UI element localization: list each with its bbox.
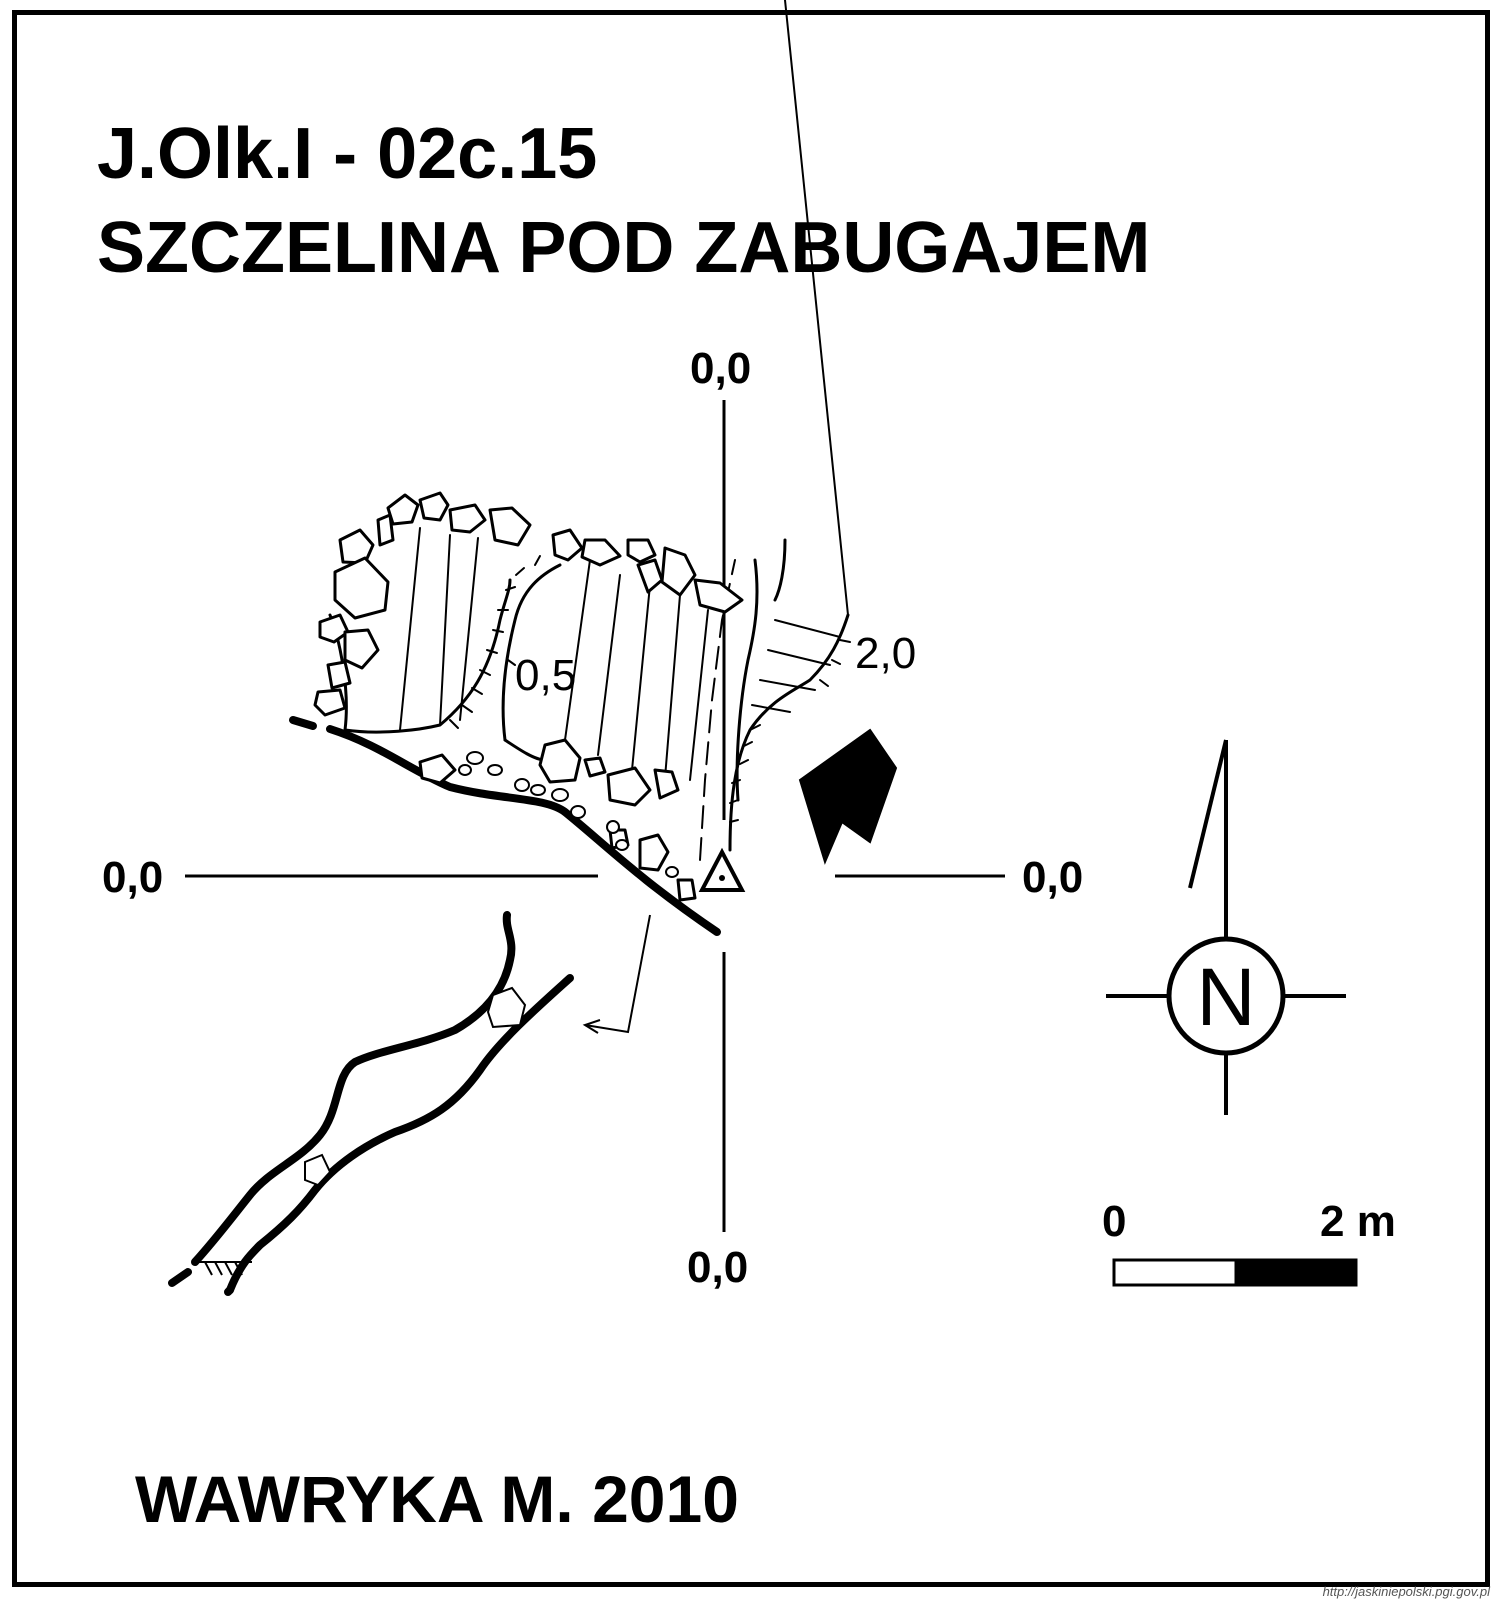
- scale-label-start: 0: [1102, 1197, 1126, 1246]
- entrance-arrow: [798, 728, 898, 865]
- axis-label-right: 0,0: [1022, 853, 1083, 902]
- compass-north-letter: N: [1196, 952, 1255, 1043]
- north-arrow: N: [1106, 739, 1346, 1115]
- axis-label-bottom: 0,0: [687, 1243, 748, 1292]
- entrance-marker: [698, 847, 746, 892]
- depth-label-2-0: 2,0: [855, 629, 916, 678]
- scale-label-end: 2 m: [1320, 1197, 1396, 1246]
- scale-bar-black-segment: [1234, 1258, 1358, 1287]
- map-frame: [12, 10, 1490, 1587]
- axis-label-top: 0,0: [690, 344, 751, 393]
- cave-plan-upper: [289, 0, 851, 936]
- cave-plan-lower: [168, 911, 574, 1296]
- compass-circle: [1166, 936, 1286, 1056]
- reference-axes: [185, 400, 1005, 1232]
- scale-bar: 0 2 m: [1102, 1197, 1396, 1287]
- cave-code: J.Olk.I - 02c.15: [97, 114, 597, 194]
- author-credit: WAWRYKA M. 2010: [135, 1462, 739, 1536]
- section-connector-arrow: [582, 914, 651, 1034]
- source-url: http://jaskiniepolski.pgi.gov.pl: [1323, 1584, 1492, 1599]
- scale-bar-white-segment: [1112, 1258, 1238, 1287]
- cave-name: SZCZELINA POD ZABUGAJEM: [97, 208, 1150, 288]
- depth-label-0-5: 0,5: [515, 651, 576, 700]
- axis-label-left: 0,0: [102, 853, 163, 902]
